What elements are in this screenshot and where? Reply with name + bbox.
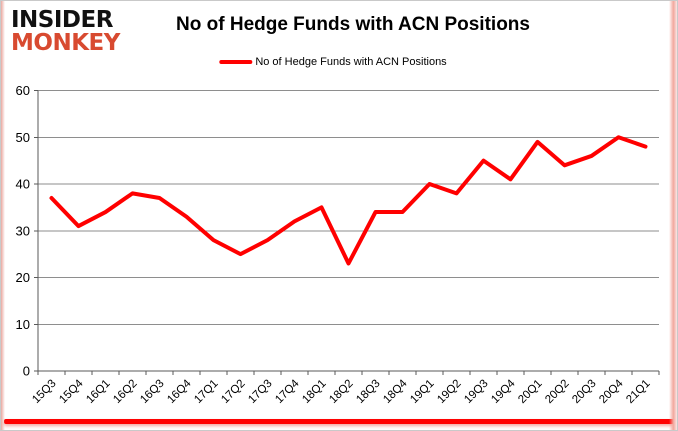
x-axis-label: 18Q2	[327, 378, 355, 406]
series-line	[49, 135, 648, 266]
legend-line-swatch	[219, 60, 253, 64]
chart-title: No of Hedge Funds with ACN Positions	[176, 14, 530, 35]
x-axis-label: 19Q1	[408, 378, 436, 406]
x-axis-label: 18Q1	[300, 378, 328, 406]
x-axis-label: 19Q2	[435, 378, 463, 406]
y-axis-label: 50	[16, 130, 30, 145]
x-axis-label: 16Q2	[111, 378, 139, 406]
insider-monkey-logo: INSIDER MONKEY	[11, 9, 120, 54]
y-axis-label: 30	[16, 223, 30, 238]
legend: No of Hedge Funds with ACN Positions	[219, 56, 447, 68]
x-axis-label: 17Q1	[192, 378, 220, 406]
x-axis-label: 20Q3	[570, 378, 598, 406]
x-axis-label: 17Q3	[246, 378, 274, 406]
x-axis-label: 16Q3	[138, 378, 166, 406]
logo-word-insider: INSIDER	[11, 7, 113, 33]
x-axis-label: 21Q1	[624, 378, 652, 406]
x-axis-label: 19Q3	[462, 378, 490, 406]
y-axis-label: 60	[16, 83, 30, 98]
logo-word-monkey: MONKEY	[11, 29, 120, 56]
x-axis-label: 20Q2	[543, 378, 571, 406]
y-axis-label: 40	[16, 177, 30, 192]
accent-bar	[4, 419, 674, 424]
legend-label: No of Hedge Funds with ACN Positions	[255, 56, 447, 68]
x-axis-label: 18Q4	[381, 377, 410, 406]
x-axis-label: 19Q4	[489, 377, 518, 406]
y-axis-label: 10	[16, 317, 30, 332]
x-axis-label: 18Q3	[354, 378, 382, 406]
y-axis-label: 20	[16, 270, 30, 285]
x-axis-label: 16Q1	[84, 378, 112, 406]
x-axis-label: 17Q4	[273, 377, 302, 406]
x-axis-label: 17Q2	[219, 378, 247, 406]
x-axis-label: 15Q3	[30, 378, 58, 406]
x-axis-label: 20Q4	[597, 377, 626, 406]
x-axis-label: 15Q4	[57, 377, 86, 406]
y-axis-label: 0	[23, 364, 30, 379]
x-axis-label: 20Q1	[516, 378, 544, 406]
x-axis-label: 16Q4	[165, 377, 194, 406]
